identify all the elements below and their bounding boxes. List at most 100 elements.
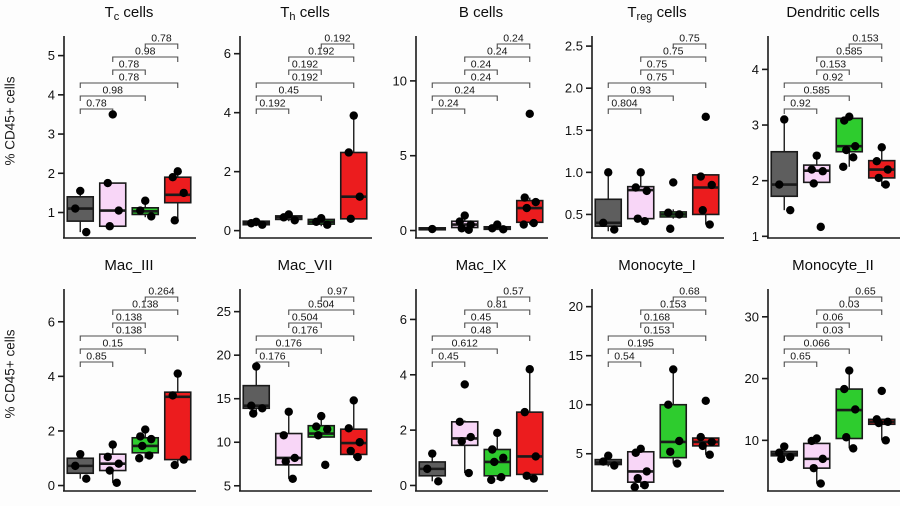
comparison-bracket bbox=[255, 335, 355, 341]
y-tick-label: 20 bbox=[569, 299, 583, 314]
data-point-gray bbox=[604, 168, 613, 177]
data-point-gray bbox=[71, 204, 80, 213]
comparison-bracket bbox=[640, 309, 707, 315]
y-tick-label: 10 bbox=[217, 435, 231, 450]
data-point-pink bbox=[818, 167, 827, 176]
data-point-pink bbox=[114, 206, 123, 215]
data-point-red bbox=[705, 220, 714, 229]
comparison-bracket bbox=[816, 309, 883, 315]
comparison-bracket bbox=[255, 348, 322, 354]
y-tick-label: 10 bbox=[745, 433, 759, 448]
data-point-gray bbox=[786, 205, 795, 215]
panel-title: B cells bbox=[459, 4, 503, 21]
data-point-gray bbox=[71, 461, 80, 471]
p-value-label: 0.24 bbox=[487, 46, 508, 58]
data-point-red bbox=[696, 172, 705, 181]
data-point-green bbox=[497, 472, 506, 482]
comparison-bracket bbox=[288, 322, 322, 328]
data-point-pink bbox=[279, 431, 288, 440]
data-point-pink bbox=[807, 436, 816, 446]
data-point-pink bbox=[633, 474, 642, 483]
panel-title: Treg cells bbox=[627, 4, 686, 23]
y-tick-label: 0.5 bbox=[565, 207, 583, 222]
data-point-red bbox=[346, 214, 355, 224]
p-value-label: 0.45 bbox=[279, 85, 300, 97]
p-value-label: 0.92 bbox=[823, 72, 844, 84]
p-value-label: 0.57 bbox=[503, 286, 524, 298]
p-value-label: 0.24 bbox=[455, 85, 476, 97]
data-point-red bbox=[698, 441, 707, 451]
data-point-green bbox=[147, 212, 156, 221]
data-point-pink bbox=[455, 417, 464, 427]
comparison-bracket bbox=[431, 95, 498, 101]
data-point-pink bbox=[281, 457, 290, 466]
data-point-pink bbox=[640, 480, 649, 490]
data-point-pink bbox=[464, 468, 473, 478]
data-point-red bbox=[179, 188, 188, 198]
p-value-label: 0.804 bbox=[611, 98, 637, 110]
p-value-label: 0.81 bbox=[487, 299, 508, 311]
y-tick-label: 1 bbox=[752, 229, 759, 244]
data-point-gray bbox=[247, 219, 256, 228]
data-point-gray bbox=[76, 449, 85, 459]
data-point-gray bbox=[252, 362, 261, 371]
panel-title: Mac_IX bbox=[456, 257, 507, 274]
p-value-label: 0.98 bbox=[103, 85, 124, 97]
p-value-label: 0.45 bbox=[471, 312, 492, 324]
data-point-green bbox=[317, 411, 326, 421]
data-point-gray bbox=[82, 474, 91, 483]
data-point-pink bbox=[630, 482, 639, 492]
p-value-label: 0.24 bbox=[503, 33, 524, 45]
panel-title: Th cells bbox=[280, 4, 329, 23]
data-point-red bbox=[520, 193, 529, 202]
comparison-bracket bbox=[672, 43, 707, 49]
data-point-red bbox=[874, 418, 883, 428]
data-point-pink bbox=[457, 224, 466, 233]
comparison-bracket bbox=[79, 335, 179, 341]
box-red bbox=[339, 151, 368, 220]
data-point-green bbox=[842, 433, 851, 442]
data-point-green bbox=[673, 459, 682, 468]
data-point-green bbox=[669, 178, 678, 187]
comparison-bracket bbox=[783, 95, 850, 101]
data-point-red bbox=[522, 471, 531, 480]
data-point-red bbox=[701, 112, 710, 122]
y-tick-label: 1 bbox=[48, 205, 55, 220]
box-pink bbox=[98, 182, 127, 228]
data-point-pink bbox=[464, 225, 473, 234]
y-tick-label: 10 bbox=[393, 73, 407, 88]
y-tick-label: 15 bbox=[569, 348, 583, 363]
data-point-red bbox=[531, 197, 540, 207]
p-value-label: 0.24 bbox=[438, 98, 459, 110]
box-green bbox=[659, 403, 688, 459]
p-value-label: 0.78 bbox=[151, 33, 172, 45]
p-value-label: 0.75 bbox=[663, 46, 684, 58]
y-tick-label: 25 bbox=[217, 304, 231, 319]
data-point-pink bbox=[818, 454, 827, 464]
p-value-label: 0.192 bbox=[292, 72, 318, 84]
y-tick-label: 2 bbox=[752, 173, 759, 188]
data-point-red bbox=[520, 407, 529, 417]
data-point-green bbox=[147, 434, 156, 444]
comparison-bracket bbox=[112, 309, 179, 315]
y-tick-label: 15 bbox=[217, 391, 231, 406]
data-point-pink bbox=[455, 217, 464, 226]
data-point-red bbox=[529, 474, 538, 483]
p-value-label: 0.03 bbox=[839, 299, 860, 311]
p-value-label: 0.264 bbox=[148, 286, 174, 298]
comparison-bracket bbox=[112, 69, 146, 75]
comparison-bracket bbox=[607, 361, 642, 367]
data-point-pink bbox=[809, 463, 818, 473]
y-tick-label: 5 bbox=[576, 446, 583, 461]
y-axis-title: % CD45+ cells bbox=[0, 0, 20, 253]
p-value-label: 0.153 bbox=[820, 59, 846, 71]
data-point-red bbox=[531, 452, 540, 461]
y-tick-label: 3 bbox=[48, 127, 55, 142]
data-point-green bbox=[136, 432, 145, 441]
panels-row-bottom: Mac_III 0 2 4 6 0.85 0.15 0.138 0.138 0.138 0.264 M… bbox=[20, 253, 900, 506]
y-tick-label: 2 bbox=[48, 423, 55, 438]
boxplot-panel-mac-vii: Mac_VII5101520250.1760.1760.1760.5040.50… bbox=[217, 257, 372, 493]
comparison-bracket bbox=[640, 56, 707, 62]
